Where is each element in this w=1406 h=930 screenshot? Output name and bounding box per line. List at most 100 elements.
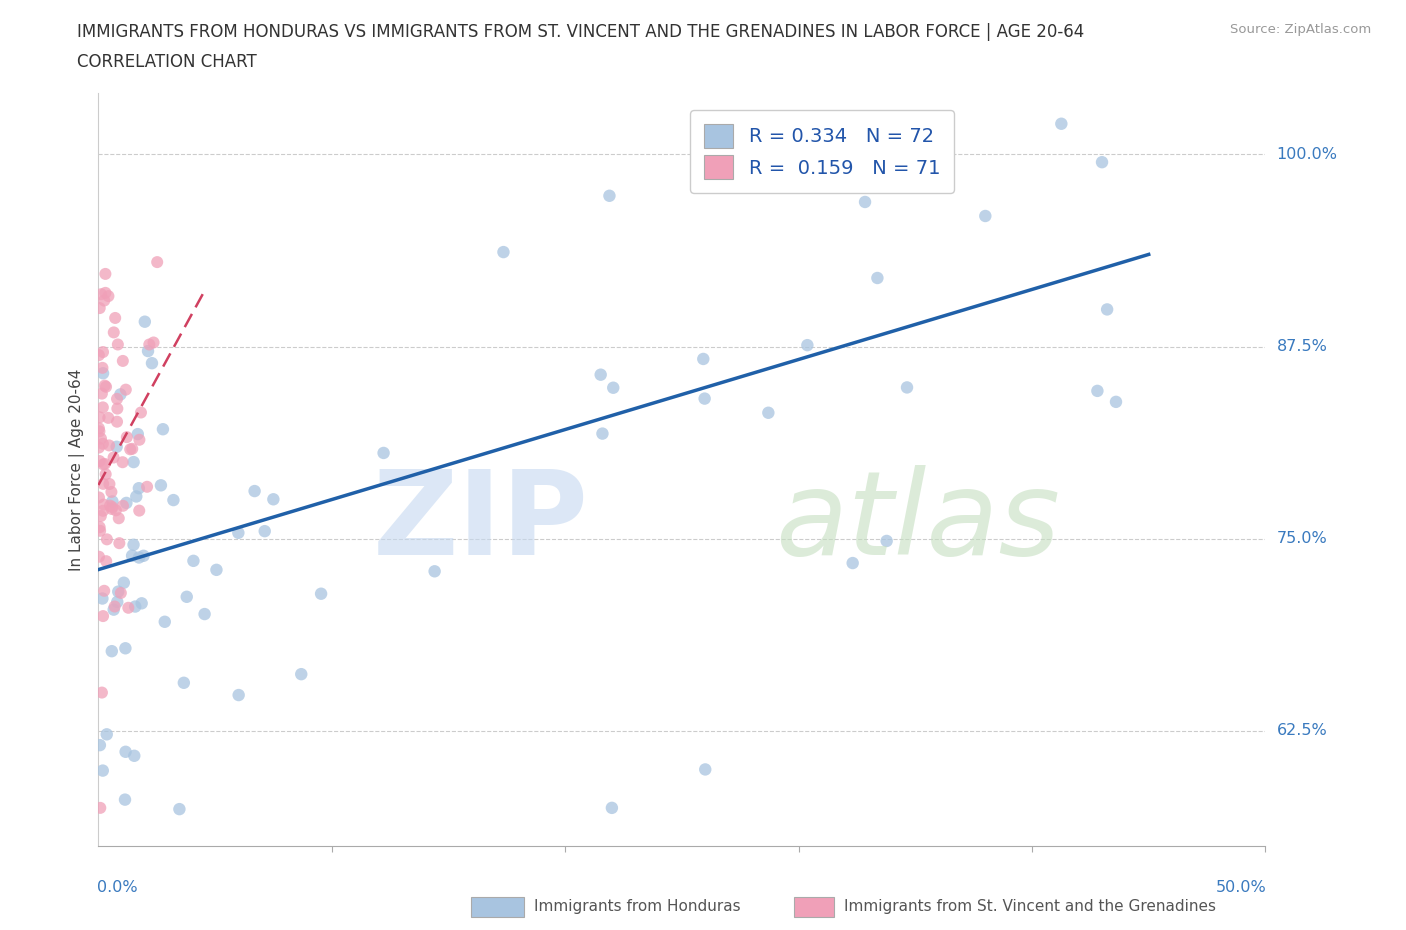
Point	[87, 420, 110, 435]
Point	[121, 549, 143, 564]
Point	[103, 325, 125, 339]
Point	[98, 438, 121, 453]
Point	[262, 492, 284, 507]
Text: Immigrants from Honduras: Immigrants from Honduras	[534, 899, 741, 914]
Point	[152, 422, 174, 437]
Point	[128, 481, 150, 496]
Text: 0.0%: 0.0%	[97, 880, 138, 896]
Point	[127, 427, 149, 442]
Point	[96, 727, 118, 742]
Point	[91, 457, 114, 472]
Point	[90, 685, 112, 700]
Point	[89, 424, 111, 439]
Point	[492, 245, 515, 259]
Point	[114, 641, 136, 656]
Point	[89, 737, 111, 752]
Point	[131, 596, 153, 611]
Point	[104, 311, 127, 325]
Point	[89, 454, 111, 469]
Point	[91, 365, 114, 380]
Point	[107, 584, 129, 599]
Point	[89, 300, 111, 315]
Point	[89, 524, 111, 538]
Point	[114, 792, 136, 807]
Point	[120, 442, 142, 457]
Point	[87, 490, 110, 505]
Point	[103, 603, 125, 618]
Point	[591, 426, 613, 441]
Point	[1091, 154, 1114, 169]
Point	[108, 536, 131, 551]
Point	[91, 591, 114, 606]
Point	[600, 801, 623, 816]
Point	[876, 534, 898, 549]
Point	[91, 436, 114, 451]
Point	[91, 608, 114, 623]
Point	[598, 189, 620, 204]
Point	[146, 255, 169, 270]
Point	[93, 379, 115, 393]
Text: 100.0%: 100.0%	[1277, 147, 1337, 162]
Point	[309, 586, 332, 601]
Point	[695, 762, 717, 777]
Point	[93, 498, 115, 512]
Point	[111, 498, 134, 513]
Point	[134, 314, 156, 329]
Point	[122, 455, 145, 470]
Point	[87, 550, 110, 565]
Point	[105, 439, 128, 454]
Text: IMMIGRANTS FROM HONDURAS VS IMMIGRANTS FROM ST. VINCENT AND THE GRENADINES IN LA: IMMIGRANTS FROM HONDURAS VS IMMIGRANTS F…	[77, 23, 1084, 41]
Point	[602, 380, 624, 395]
Point	[117, 601, 139, 616]
Point	[841, 555, 863, 570]
Point	[194, 606, 217, 621]
Point	[93, 293, 115, 308]
Point	[115, 496, 138, 511]
Point	[110, 586, 132, 601]
Point	[228, 687, 250, 702]
Text: Source: ZipAtlas.com: Source: ZipAtlas.com	[1230, 23, 1371, 36]
Point	[129, 405, 152, 420]
Point	[853, 194, 876, 209]
Point	[97, 410, 120, 425]
Point	[423, 564, 446, 578]
Point	[96, 532, 118, 547]
Point	[796, 338, 818, 352]
Point	[94, 267, 117, 282]
Point	[110, 387, 132, 402]
Point	[94, 286, 117, 300]
Point	[107, 511, 129, 525]
Point	[94, 379, 117, 394]
Text: 62.5%: 62.5%	[1277, 724, 1327, 738]
Legend: R = 0.334   N = 72, R =  0.159   N = 71: R = 0.334 N = 72, R = 0.159 N = 71	[690, 111, 953, 193]
Point	[87, 348, 110, 363]
Point	[90, 509, 112, 524]
Point	[112, 576, 135, 591]
Point	[90, 386, 112, 401]
Point	[149, 478, 172, 493]
Point	[111, 353, 134, 368]
Point	[89, 520, 111, 535]
Point	[91, 764, 114, 778]
Point	[91, 503, 114, 518]
Point	[97, 288, 120, 303]
Text: atlas: atlas	[775, 465, 1060, 579]
Point	[124, 599, 146, 614]
Point	[98, 476, 121, 491]
Point	[162, 493, 184, 508]
Point	[101, 644, 124, 658]
Point	[105, 401, 128, 416]
Point	[103, 450, 125, 465]
Point	[111, 455, 134, 470]
Point	[94, 457, 117, 472]
Point	[169, 802, 191, 817]
Point	[756, 405, 779, 420]
Point	[100, 485, 122, 499]
Point	[115, 430, 138, 445]
Point	[93, 583, 115, 598]
Point	[253, 524, 276, 538]
Point	[114, 382, 136, 397]
Point	[128, 432, 150, 447]
Point	[228, 525, 250, 540]
Point	[91, 476, 114, 491]
